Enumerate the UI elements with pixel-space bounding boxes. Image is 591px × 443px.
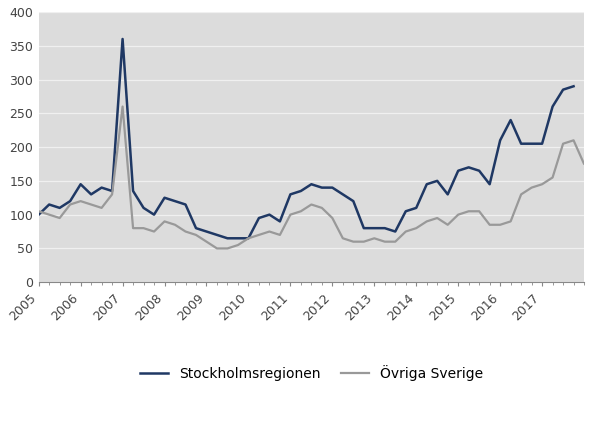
Line: Stockholmsregionen: Stockholmsregionen: [38, 39, 574, 238]
Övriga Sverige: [266, 229, 273, 234]
Stockholmsregionen: [339, 192, 346, 197]
Stockholmsregionen: [308, 182, 315, 187]
Övriga Sverige: [434, 215, 441, 221]
Övriga Sverige: [35, 209, 42, 214]
Övriga Sverige: [140, 225, 147, 231]
Stockholmsregionen: [119, 36, 126, 42]
Övriga Sverige: [392, 239, 399, 245]
Legend: Stockholmsregionen, Övriga Sverige: Stockholmsregionen, Övriga Sverige: [139, 365, 483, 381]
Line: Övriga Sverige: Övriga Sverige: [38, 106, 591, 249]
Stockholmsregionen: [381, 225, 388, 231]
Stockholmsregionen: [35, 212, 42, 218]
Stockholmsregionen: [570, 84, 577, 89]
Stockholmsregionen: [245, 236, 252, 241]
Övriga Sverige: [213, 246, 220, 251]
Övriga Sverige: [119, 104, 126, 109]
Stockholmsregionen: [77, 182, 84, 187]
Övriga Sverige: [381, 239, 388, 245]
Övriga Sverige: [361, 239, 368, 245]
Stockholmsregionen: [402, 209, 410, 214]
Stockholmsregionen: [224, 236, 231, 241]
